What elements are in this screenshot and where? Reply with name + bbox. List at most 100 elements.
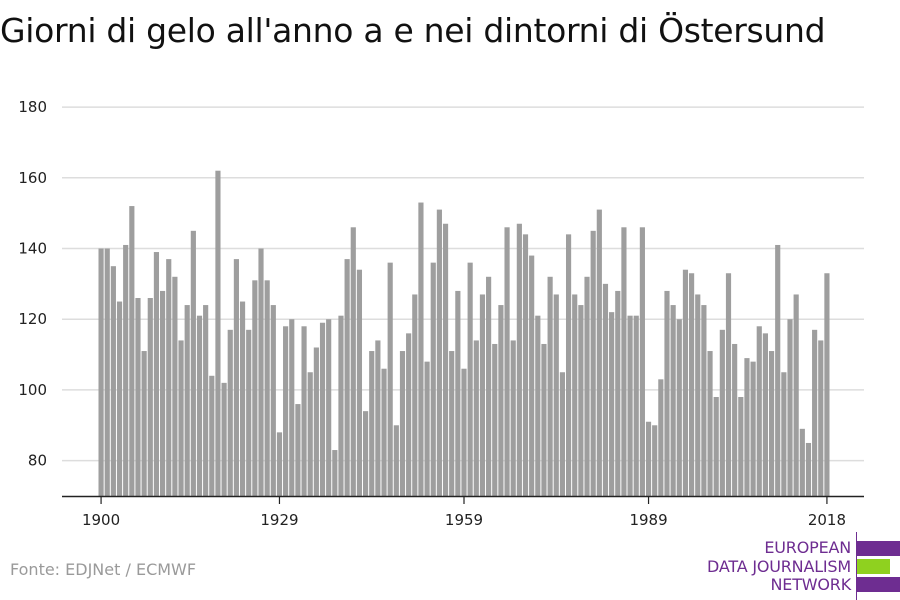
bar-chart: 80 100 120 140 160 180 1900 1929 1959 1989 2018 bbox=[18, 98, 864, 529]
y-tick-label-180: 180 bbox=[18, 98, 47, 116]
bar-1929 bbox=[276, 432, 283, 496]
bar-1952 bbox=[418, 202, 424, 497]
bar-1994 bbox=[676, 319, 682, 496]
bar-1976 bbox=[565, 234, 572, 496]
bar-1982 bbox=[602, 283, 609, 496]
bar-1970 bbox=[529, 255, 535, 496]
bar-1903 bbox=[116, 301, 123, 496]
y-tick-label-80: 80 bbox=[28, 452, 47, 470]
logo-separator bbox=[856, 532, 857, 600]
bar-1939 bbox=[338, 315, 344, 496]
bar-1914 bbox=[184, 305, 190, 496]
bar-1962 bbox=[479, 294, 486, 496]
edjnet-logo: EUROPEAN DATA JOURNALISM NETWORK bbox=[705, 532, 900, 600]
bar-1968 bbox=[516, 223, 522, 496]
bar-1999 bbox=[707, 351, 713, 496]
bar-1900 bbox=[98, 248, 104, 496]
bar-1912 bbox=[172, 276, 178, 496]
bar-1901 bbox=[104, 248, 110, 496]
bar-2010 bbox=[775, 244, 781, 496]
logo-line-2: DATA JOURNALISM bbox=[707, 557, 851, 576]
bar-2008 bbox=[762, 333, 768, 496]
bar-1963 bbox=[486, 276, 492, 496]
bar-1934 bbox=[307, 372, 313, 496]
bar-1964 bbox=[492, 343, 498, 496]
y-tick-label-140: 140 bbox=[18, 240, 47, 258]
bar-1947 bbox=[387, 262, 393, 496]
bar-2009 bbox=[768, 351, 775, 496]
bar-1960 bbox=[467, 262, 473, 496]
y-tick-label-100: 100 bbox=[18, 381, 47, 399]
bar-1918 bbox=[209, 375, 215, 496]
bar-2018 bbox=[824, 273, 830, 496]
bar-1992 bbox=[664, 290, 670, 496]
bar-1954 bbox=[430, 262, 436, 496]
bar-1923 bbox=[239, 301, 246, 496]
bar-1988 bbox=[639, 227, 645, 497]
axes: 80 100 120 140 160 180 1900 1929 1959 1989 2018 bbox=[18, 98, 864, 529]
bar-1993 bbox=[670, 305, 676, 496]
bar-1938 bbox=[332, 450, 338, 496]
bar-1969 bbox=[522, 234, 529, 496]
bar-1953 bbox=[424, 361, 430, 496]
bar-1991 bbox=[658, 379, 664, 496]
bar-1995 bbox=[682, 269, 689, 496]
bar-2005 bbox=[744, 358, 750, 496]
bar-1927 bbox=[264, 280, 270, 496]
bar-1905 bbox=[129, 206, 135, 497]
x-tick-label-1929: 1929 bbox=[260, 511, 298, 529]
bar-1942 bbox=[356, 269, 363, 496]
bar-1931 bbox=[289, 319, 295, 496]
bar-1957 bbox=[449, 351, 455, 496]
bar-1936 bbox=[319, 322, 326, 496]
bar-2015 bbox=[805, 442, 812, 496]
bar-1919 bbox=[215, 170, 221, 496]
bar-1997 bbox=[695, 294, 701, 496]
bar-1958 bbox=[455, 290, 461, 496]
bar-2001 bbox=[719, 329, 725, 496]
bar-1925 bbox=[252, 280, 258, 496]
bar-1951 bbox=[412, 294, 418, 496]
y-tick-label-160: 160 bbox=[18, 169, 47, 187]
bar-1956 bbox=[442, 223, 449, 496]
bar-1906 bbox=[135, 298, 141, 496]
bar-1996 bbox=[689, 273, 695, 496]
bar-2016 bbox=[812, 329, 818, 496]
bar-1980 bbox=[590, 230, 596, 497]
bar-1986 bbox=[627, 315, 633, 496]
x-tick-label-1959: 1959 bbox=[445, 511, 483, 529]
bar-2004 bbox=[738, 397, 744, 496]
logo-purple-bar-top bbox=[857, 541, 900, 556]
source-note: Fonte: EDJNet / ECMWF bbox=[10, 560, 197, 579]
logo-line-3: NETWORK bbox=[770, 575, 852, 594]
bar-1984 bbox=[615, 290, 621, 496]
bar-2013 bbox=[793, 294, 799, 496]
bar-1973 bbox=[547, 276, 553, 496]
bar-1926 bbox=[258, 248, 264, 496]
bar-1920 bbox=[221, 382, 227, 496]
bar-1943 bbox=[362, 411, 369, 496]
y-tick-label-120: 120 bbox=[18, 310, 47, 328]
bar-2012 bbox=[787, 319, 793, 496]
bar-1924 bbox=[246, 329, 252, 496]
bar-1955 bbox=[436, 209, 442, 496]
bar-2000 bbox=[713, 397, 719, 496]
bar-2002 bbox=[725, 273, 732, 496]
bar-1904 bbox=[123, 244, 129, 496]
bar-1917 bbox=[203, 305, 209, 496]
bar-1961 bbox=[473, 340, 479, 496]
bar-2017 bbox=[818, 340, 824, 496]
bar-1933 bbox=[301, 326, 307, 496]
bar-1922 bbox=[233, 259, 239, 496]
bar-1971 bbox=[535, 315, 541, 496]
bar-1907 bbox=[141, 351, 147, 496]
bar-1977 bbox=[572, 294, 578, 496]
bar-1909 bbox=[153, 252, 160, 496]
bar-1944 bbox=[369, 351, 375, 496]
bar-1965 bbox=[498, 305, 504, 496]
bar-1911 bbox=[166, 259, 172, 496]
logo-line-1: EUROPEAN bbox=[764, 538, 851, 557]
bar-1985 bbox=[621, 227, 627, 497]
chart-title: Giorni di gelo all'anno a e nei dintorni… bbox=[0, 11, 826, 50]
bar-1937 bbox=[326, 319, 332, 496]
